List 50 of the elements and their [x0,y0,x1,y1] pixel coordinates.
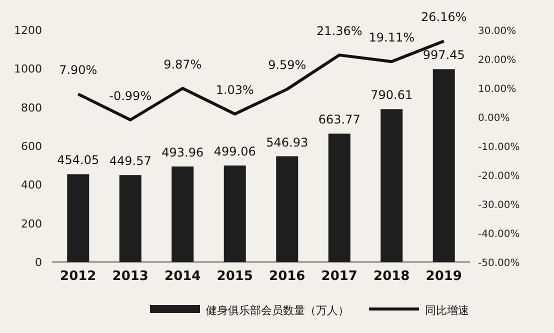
y2-tick-label: -20.00% [478,171,520,182]
bar [67,174,90,262]
y-tick-label: 400 [21,178,42,192]
data-label: 9.87% [164,57,202,72]
bar [224,166,246,262]
data-label: 790.61 [370,88,413,102]
data-label: 26.16% [420,10,467,24]
bar [276,156,298,262]
data-label: 7.90% [59,63,98,78]
legend-label: 健身俱乐部会员数量（万人） [206,304,349,317]
data-label: 19.11% [368,30,415,45]
data-label: 9.59% [268,58,306,72]
x-tick-label: 2018 [374,269,410,284]
bar [432,69,455,262]
legend-label: 同比增速 [425,304,469,317]
y2-tick-label: -40.00% [478,229,520,240]
bar [119,175,142,262]
y-tick-label: 600 [21,140,42,153]
data-label: 663.77 [318,112,360,127]
y2-tick-label: 30.00% [478,26,516,37]
bar [328,134,350,262]
y2-tick-label: -50.00% [478,258,520,269]
data-label: 493.96 [162,146,204,160]
y-tick-label: 1200 [14,24,42,37]
y-tick-label: 1000 [14,62,42,76]
x-tick-label: 2013 [112,269,148,284]
data-label: -0.99% [109,88,152,103]
data-label: 997.45 [422,48,465,62]
data-label: 449.57 [109,154,152,168]
data-label: 546.93 [266,135,308,150]
y2-tick-label: 0.00% [478,113,510,124]
data-label: 454.05 [57,153,100,168]
x-tick-label: 2012 [60,269,96,284]
x-tick-label: 2016 [269,269,306,284]
y2-tick-label: -10.00% [478,142,520,153]
bar [380,109,403,262]
y2-tick-label: 20.00% [478,55,516,66]
x-tick-label: 2014 [164,269,201,284]
y-tick-label: 200 [21,217,42,230]
data-label: 21.36% [316,24,362,38]
bar [172,166,194,262]
x-tick-label: 2017 [321,269,358,284]
data-label: 499.06 [214,144,256,159]
data-label: 1.03% [216,83,254,98]
y2-tick-label: 10.00% [478,84,516,95]
y-tick-label: 800 [21,101,42,114]
y2-tick-label: -30.00% [478,200,520,211]
x-tick-label: 2015 [216,269,253,284]
x-tick-label: 2019 [426,269,462,284]
y-tick-label: 0 [35,256,42,269]
